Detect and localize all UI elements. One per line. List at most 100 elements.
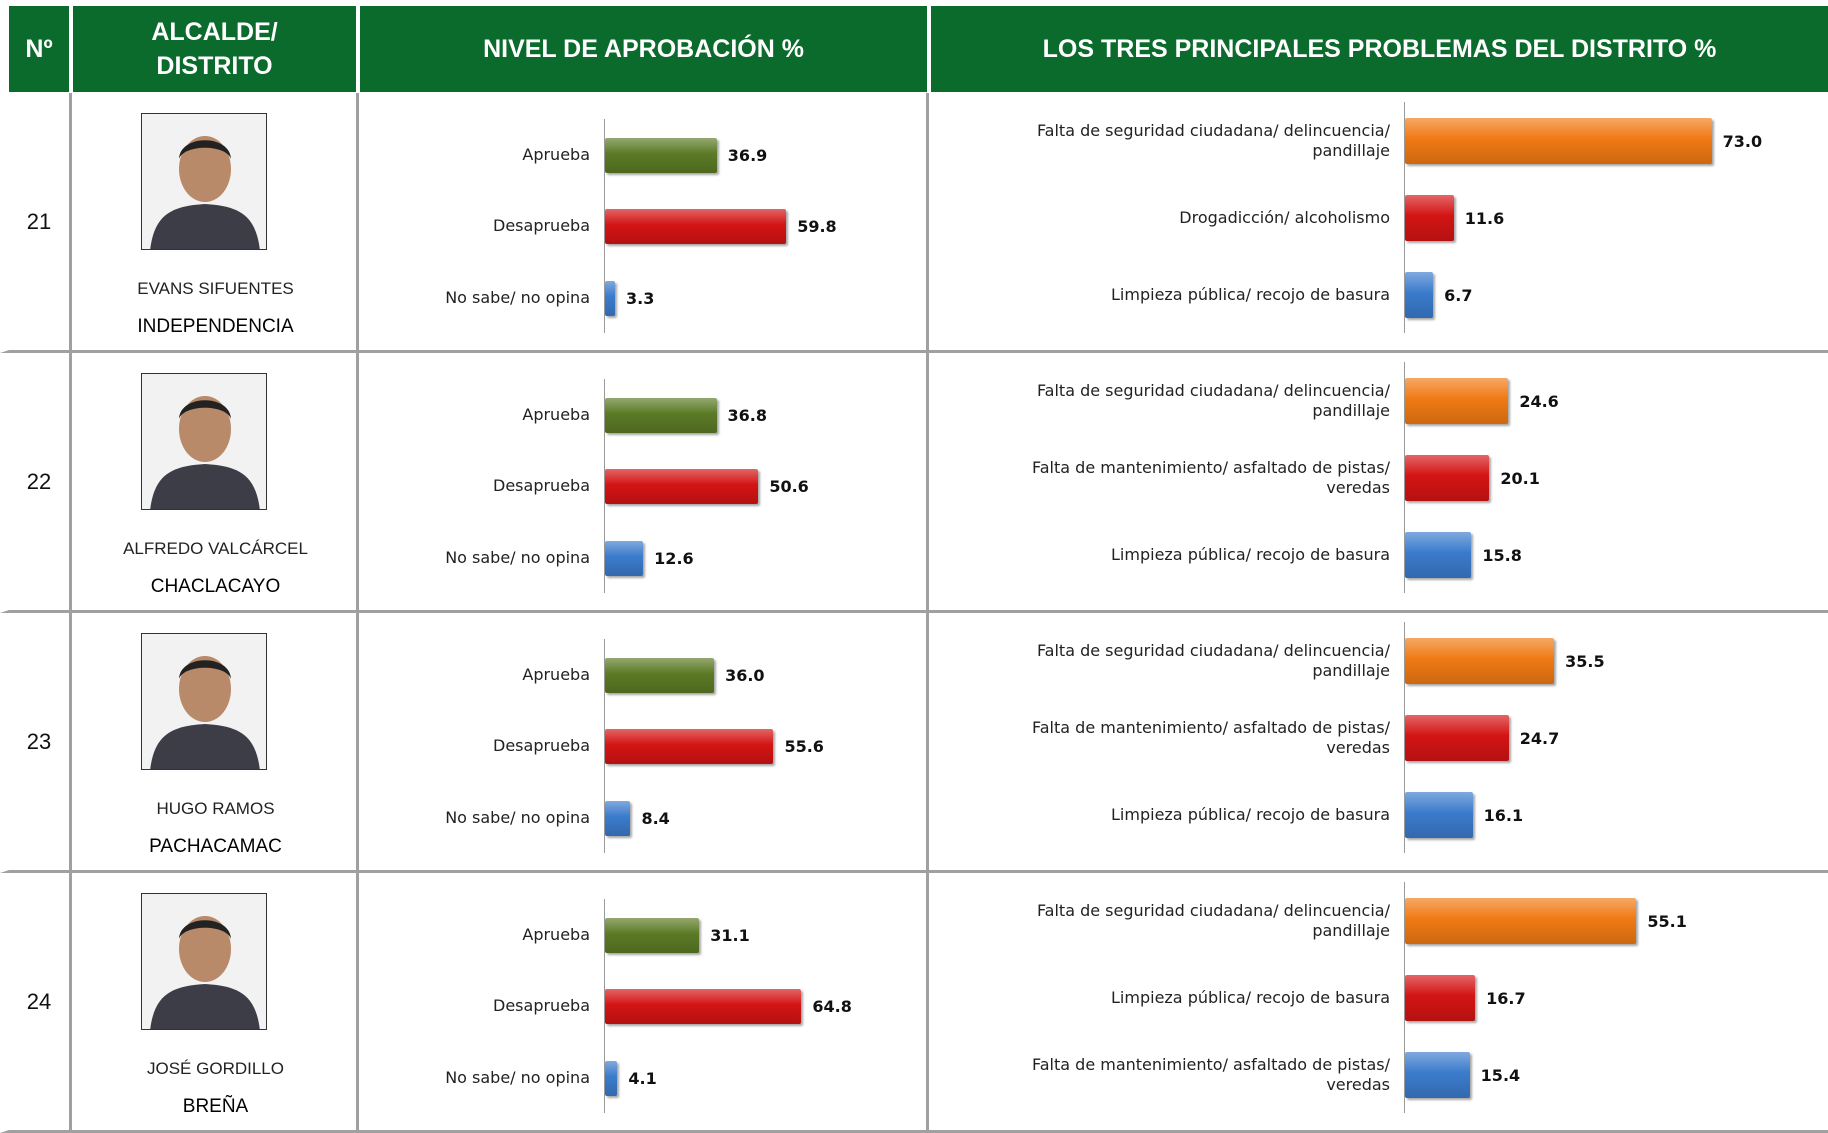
value-label: 64.8 [812,996,852,1016]
value-label: 35.5 [1565,651,1605,671]
value-label: 55.6 [784,736,824,756]
axis-line [1404,102,1405,333]
header-approval: NIVEL DE APROBACIÓN % [360,6,927,92]
photo [141,893,267,1030]
photo-silhouette [142,894,266,1029]
value-label: 3.3 [625,288,655,308]
district-name: INDEPENDENCIA [137,316,294,337]
category-label: Falta de seguridad ciudadana/ delincuenc… [1036,641,1390,680]
cell [929,353,1828,613]
axis-line [604,119,605,333]
axis-line [604,379,605,593]
category-label: Limpieza pública/ recojo de basura [1111,285,1390,304]
cell [72,353,359,613]
value-label: 20.1 [1500,468,1540,488]
value-label: 16.1 [1483,805,1524,825]
category-label: Aprueba [522,665,590,684]
photo-silhouette [142,374,266,509]
axis-line [1404,882,1405,1113]
cell [0,613,72,873]
category-label: Falta de mantenimiento/ asfaltado de pis… [1032,458,1390,497]
bar [1405,455,1490,501]
district-name: CHACLACAYO [150,576,281,597]
bar [1405,792,1473,838]
category-label: Falta de mantenimiento/ asfaltado de pis… [1032,1055,1390,1094]
district-name: BREÑA [182,1096,249,1117]
value-label: 12.6 [654,548,694,568]
bar [1405,272,1434,318]
category-label: Aprueba [522,145,590,164]
category-label: Desaprueba [493,736,590,755]
header-number: Nº [9,6,69,92]
photo [141,373,267,510]
mayor-name: HUGO RAMOS [156,799,275,818]
value-label: 11.6 [1464,208,1505,228]
header-problems: LOS TRES PRINCIPALES PROBLEMAS DEL DISTR… [931,6,1828,92]
category-label: Falta de seguridad ciudadana/ delincuenc… [1036,381,1390,420]
category-label: Aprueba [522,405,590,424]
mayor-name: EVANS SIFUENTES [137,279,294,298]
value-label: 59.8 [797,216,837,236]
category-label: Limpieza pública/ recojo de basura [1111,545,1390,564]
cell [72,613,359,873]
value-label: 15.4 [1480,1065,1521,1085]
value-label: 36.0 [725,665,765,685]
category-label: Limpieza pública/ recojo de basura [1111,805,1390,824]
bar [605,137,717,173]
row-number: 22 [26,469,52,494]
bar [1405,378,1509,424]
row-number: 24 [26,989,52,1014]
bar [1405,638,1555,684]
bar [605,800,631,836]
photo [141,113,267,250]
value-label: 55.1 [1647,911,1687,931]
category-label: Aprueba [522,925,590,944]
bar [605,728,774,764]
bar [1405,195,1454,241]
value-label: 36.8 [727,405,767,425]
bar [605,540,644,576]
bar [1405,118,1712,164]
value-label: 4.1 [628,1068,657,1088]
category-label: No sabe/ no opina [445,548,590,567]
value-label: 6.7 [1444,285,1473,305]
bar [605,657,715,693]
photo-silhouette [142,114,266,249]
value-label: 8.4 [641,808,670,828]
category-label: Desaprueba [493,216,590,235]
axis-line [1404,362,1405,593]
district-name: PACHACAMAC [149,836,282,857]
cell [0,353,72,613]
value-label: 15.8 [1482,545,1522,565]
axis-line [1404,622,1405,853]
bar [605,1060,618,1096]
value-label: 31.1 [710,925,750,945]
bar [605,468,759,504]
bar [1405,715,1509,761]
cell [929,613,1828,873]
bar [605,988,802,1024]
bar [1405,898,1637,944]
photo-silhouette [142,634,266,769]
category-label: Desaprueba [493,476,590,495]
bar [605,397,717,433]
cell [929,93,1828,353]
row-number: 23 [26,729,52,754]
bar [605,208,787,244]
cell [0,93,72,353]
category-label: Limpieza pública/ recojo de basura [1111,988,1390,1007]
cell [359,353,929,613]
row-number: 21 [26,209,52,234]
bar [605,917,700,953]
axis-line [604,639,605,853]
category-label: No sabe/ no opina [445,1068,590,1087]
bar [1405,975,1476,1021]
category-label: Falta de seguridad ciudadana/ delincuenc… [1036,121,1390,160]
value-label: 24.6 [1519,391,1559,411]
category-label: Desaprueba [493,996,590,1015]
category-label: Falta de mantenimiento/ asfaltado de pis… [1032,718,1390,757]
category-label: Falta de seguridad ciudadana/ delincuenc… [1036,901,1390,940]
cell [72,93,359,353]
value-label: 24.7 [1519,728,1560,748]
